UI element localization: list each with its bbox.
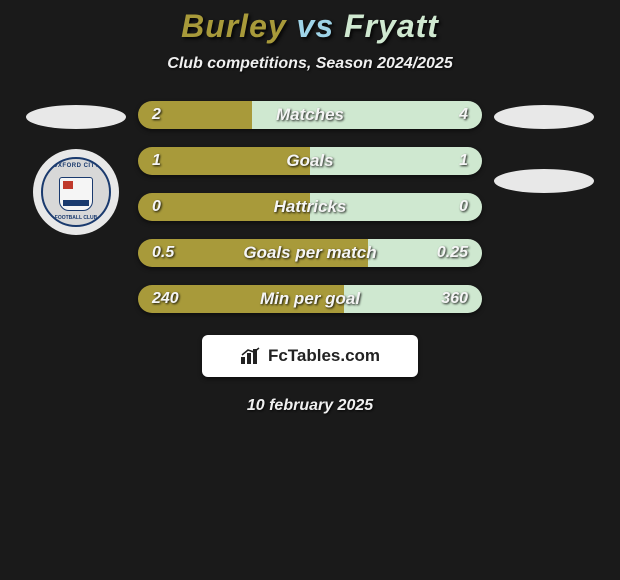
stat-bar-label: Goals (138, 147, 482, 175)
right-column (494, 101, 594, 193)
main-row: OXFORD CITY FOOTBALL CLUB 24Matches 11Goa… (0, 101, 620, 313)
brand-text: FcTables.com (268, 346, 380, 366)
stat-bar: 11Goals (138, 147, 482, 175)
stat-bar: 24Matches (138, 101, 482, 129)
brand-box: FcTables.com (202, 335, 418, 377)
date-text: 10 february 2025 (0, 397, 620, 415)
stats-bars: 24Matches 11Goals 00Hattricks 0.50.25Goals … (138, 101, 482, 313)
stat-bar: 00Hattricks (138, 193, 482, 221)
player-left-name: Burley (181, 8, 287, 44)
title-vs: vs (297, 8, 335, 44)
player-left-avatar-placeholder (26, 105, 126, 129)
crest-shield-icon (59, 177, 93, 211)
infographic-root: Burley vs Fryatt Club competitions, Seas… (0, 0, 620, 415)
club-crest: OXFORD CITY FOOTBALL CLUB (33, 149, 119, 235)
left-column: OXFORD CITY FOOTBALL CLUB (26, 101, 126, 235)
stat-bar: 0.50.25Goals per match (138, 239, 482, 267)
crest-text-bottom: FOOTBALL CLUB (43, 215, 109, 221)
stat-bar-label: Goals per match (138, 239, 482, 267)
stat-bar-label: Hattricks (138, 193, 482, 221)
club-right-placeholder (494, 169, 594, 193)
stat-bar: 240360Min per goal (138, 285, 482, 313)
page-title: Burley vs Fryatt (0, 8, 620, 45)
subtitle: Club competitions, Season 2024/2025 (0, 55, 620, 73)
player-right-avatar-placeholder (494, 105, 594, 129)
player-right-name: Fryatt (344, 8, 439, 44)
stat-bar-label: Matches (138, 101, 482, 129)
stat-bar-label: Min per goal (138, 285, 482, 313)
crest-text-top: OXFORD CITY (43, 163, 109, 169)
chart-icon (240, 347, 262, 365)
club-crest-inner: OXFORD CITY FOOTBALL CLUB (41, 157, 111, 227)
